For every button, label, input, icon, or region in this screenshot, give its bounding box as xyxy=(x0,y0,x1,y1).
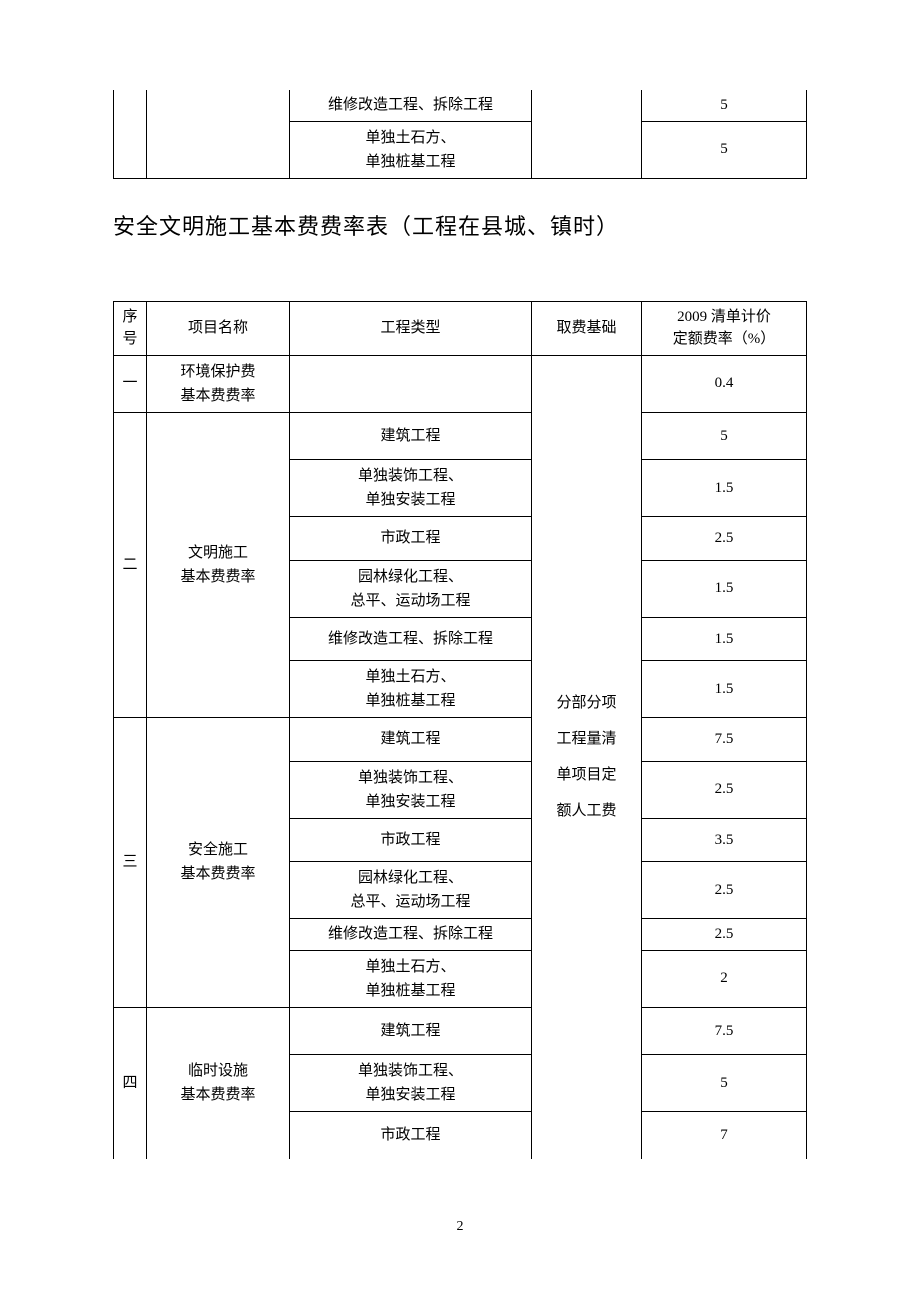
cell-rate: 2.5 xyxy=(642,919,807,951)
cell-rate: 7.5 xyxy=(642,1007,807,1055)
cell-type-l1: 单独装饰工程、 xyxy=(358,770,463,786)
cell-type: 园林绿化工程、 总平、运动场工程 xyxy=(290,862,532,919)
cell-type: 维修改造工程、拆除工程 xyxy=(290,617,532,661)
cell-rate: 5 xyxy=(642,1055,807,1112)
cell-name-l2: 基本费费率 xyxy=(180,866,255,882)
cell-type: 单独装饰工程、 单独安装工程 xyxy=(290,1055,532,1112)
cell-rate: 5 xyxy=(642,121,807,178)
table-row: 三 安全施工 基本费费率 建筑工程 7.5 xyxy=(114,718,807,762)
cell-type: 单独装饰工程、 单独安装工程 xyxy=(290,460,532,517)
cell-type-line1: 单独土石方、 xyxy=(365,130,455,146)
section-title: 安全文明施工基本费费率表（工程在县城、镇时） xyxy=(113,209,807,241)
cell-rate: 2.5 xyxy=(642,517,807,561)
cell-name-l1: 临时设施 xyxy=(188,1063,248,1079)
cell-type: 建筑工程 xyxy=(290,1007,532,1055)
header-rate: 2009 清单计价 定额费率（%） xyxy=(642,301,807,355)
cell-rate: 1.5 xyxy=(642,661,807,718)
cell-rate: 2.5 xyxy=(642,862,807,919)
base-l3: 单项目定 xyxy=(556,767,616,783)
cell-type: 市政工程 xyxy=(290,818,532,862)
cell-type: 单独装饰工程、 单独安装工程 xyxy=(290,761,532,818)
cell-rate: 5 xyxy=(642,90,807,121)
table-header-row: 序 号 项目名称 工程类型 取费基础 2009 清单计价 定额费率（%） xyxy=(114,301,807,355)
cell-seq: 一 xyxy=(114,355,147,412)
cell-rate: 1.5 xyxy=(642,560,807,617)
document-page: 维修改造工程、拆除工程 5 单独土石方、 单独桩基工程 5 安全文明施工基本费费… xyxy=(0,0,920,1275)
cell-type-l2: 单独桩基工程 xyxy=(365,693,455,709)
header-seq-l2: 号 xyxy=(122,331,137,347)
base-l1: 分部分项 xyxy=(556,695,616,711)
cell-type: 单独土石方、 单独桩基工程 xyxy=(290,661,532,718)
cell-rate: 5 xyxy=(642,412,807,460)
page-number: 2 xyxy=(113,1219,807,1235)
cell-type: 建筑工程 xyxy=(290,718,532,762)
cell-type-l1: 单独土石方、 xyxy=(365,669,455,685)
cell-name-l1: 环境保护费 xyxy=(180,364,255,380)
cell-type-l1: 园林绿化工程、 xyxy=(358,569,463,585)
cell-seq: 三 xyxy=(114,718,147,1008)
table-row: 四 临时设施 基本费费率 建筑工程 7.5 xyxy=(114,1007,807,1055)
cell-type-l2: 单独桩基工程 xyxy=(365,983,455,999)
cell-rate: 0.4 xyxy=(642,355,807,412)
cell-rate: 1.5 xyxy=(642,617,807,661)
cell-type: 维修改造工程、拆除工程 xyxy=(290,919,532,951)
header-seq-l1: 序 xyxy=(122,309,137,325)
cell-name-l1: 文明施工 xyxy=(188,545,248,561)
cell-type-line2: 单独桩基工程 xyxy=(365,154,455,170)
cell-name-l2: 基本费费率 xyxy=(180,569,255,585)
cell-type: 单独土石方、 单独桩基工程 xyxy=(290,950,532,1007)
cell-name-l2: 基本费费率 xyxy=(180,388,255,404)
cell-type: 市政工程 xyxy=(290,1112,532,1159)
cell-rate: 2.5 xyxy=(642,761,807,818)
cell-type: 市政工程 xyxy=(290,517,532,561)
base-l4: 额人工费 xyxy=(556,803,616,819)
cell-type-l2: 总平、运动场工程 xyxy=(350,593,470,609)
cell-type-l1: 单独装饰工程、 xyxy=(358,468,463,484)
cell-type-l2: 单独安装工程 xyxy=(365,794,455,810)
cell-seq: 四 xyxy=(114,1007,147,1159)
cell-type: 园林绿化工程、 总平、运动场工程 xyxy=(290,560,532,617)
cell-type-l2: 总平、运动场工程 xyxy=(350,894,470,910)
cell-name: 安全施工 基本费费率 xyxy=(147,718,290,1008)
header-name: 项目名称 xyxy=(147,301,290,355)
cell-rate: 2 xyxy=(642,950,807,1007)
table-row: 二 文明施工 基本费费率 建筑工程 5 xyxy=(114,412,807,460)
main-rate-table: 序 号 项目名称 工程类型 取费基础 2009 清单计价 定额费率（%） 一 环… xyxy=(113,301,807,1159)
cell-name: 文明施工 基本费费率 xyxy=(147,412,290,718)
table-row: 维修改造工程、拆除工程 5 xyxy=(114,90,807,121)
cell-seq-empty xyxy=(114,90,147,178)
header-rate-l2: 定额费率（%） xyxy=(673,331,776,347)
header-base: 取费基础 xyxy=(532,301,642,355)
cell-type-l1: 园林绿化工程、 xyxy=(358,870,463,886)
header-seq: 序 号 xyxy=(114,301,147,355)
cell-rate: 1.5 xyxy=(642,460,807,517)
table-row: 一 环境保护费 基本费费率 分部分项 工程量清 单项目定 额人工费 0.4 xyxy=(114,355,807,412)
cell-type-l2: 单独安装工程 xyxy=(365,492,455,508)
cell-type: 建筑工程 xyxy=(290,412,532,460)
header-rate-l1: 2009 清单计价 xyxy=(677,309,771,325)
cell-seq: 二 xyxy=(114,412,147,718)
cell-type-l1: 单独土石方、 xyxy=(365,959,455,975)
top-fragment-table: 维修改造工程、拆除工程 5 单独土石方、 单独桩基工程 5 xyxy=(113,90,807,179)
cell-base-empty xyxy=(532,90,642,178)
cell-rate: 3.5 xyxy=(642,818,807,862)
cell-name: 临时设施 基本费费率 xyxy=(147,1007,290,1159)
cell-name-l1: 安全施工 xyxy=(188,842,248,858)
cell-type: 维修改造工程、拆除工程 xyxy=(290,90,532,121)
header-type: 工程类型 xyxy=(290,301,532,355)
cell-name-l2: 基本费费率 xyxy=(180,1087,255,1103)
cell-type xyxy=(290,355,532,412)
cell-rate: 7 xyxy=(642,1112,807,1159)
cell-type-l1: 单独装饰工程、 xyxy=(358,1063,463,1079)
cell-base: 分部分项 工程量清 单项目定 额人工费 xyxy=(532,355,642,1159)
cell-name-empty xyxy=(147,90,290,178)
cell-name: 环境保护费 基本费费率 xyxy=(147,355,290,412)
base-l2: 工程量清 xyxy=(556,731,616,747)
cell-rate: 7.5 xyxy=(642,718,807,762)
cell-type: 单独土石方、 单独桩基工程 xyxy=(290,121,532,178)
cell-type-l2: 单独安装工程 xyxy=(365,1087,455,1103)
